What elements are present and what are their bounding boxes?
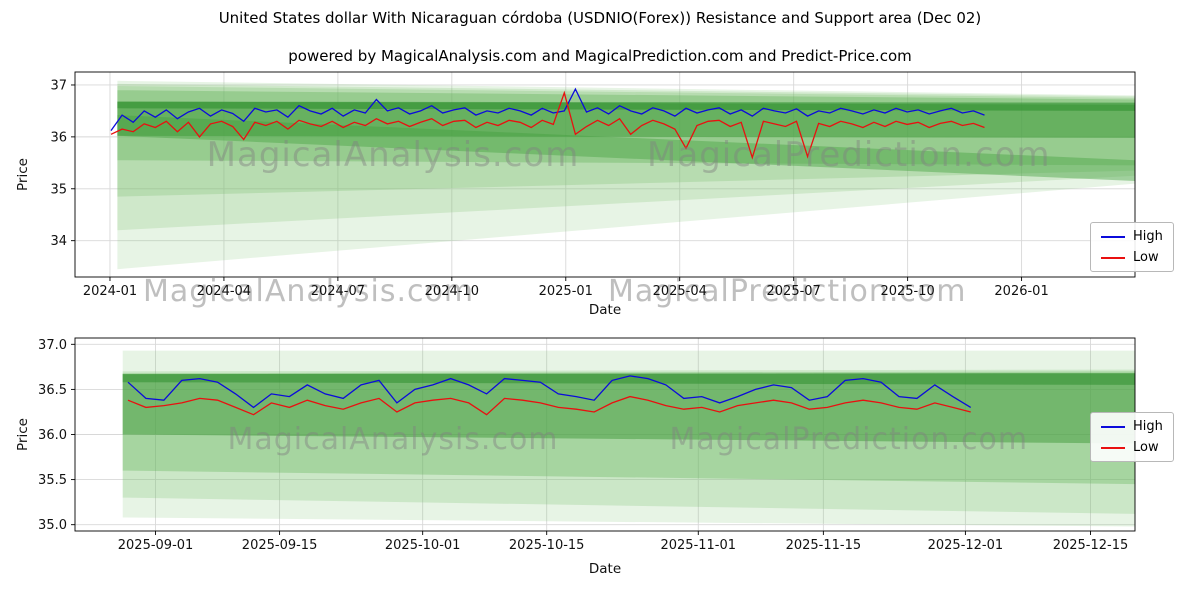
low-line	[110, 90, 985, 160]
watermark-analysis: MagicalAnalysis.com	[143, 274, 475, 309]
svg-text:2025-11-15: 2025-11-15	[786, 538, 862, 553]
legend-item-high: High	[1101, 419, 1163, 434]
svg-text:2026-01: 2026-01	[994, 284, 1048, 299]
low-line-swatch	[1101, 256, 1125, 259]
svg-text:2025-12-01: 2025-12-01	[928, 538, 1004, 553]
svg-text:2024-07: 2024-07	[311, 284, 365, 299]
svg-text:35: 35	[50, 182, 67, 197]
svg-text:35.0: 35.0	[38, 518, 67, 533]
svg-text:36: 36	[50, 130, 67, 145]
svg-text:34: 34	[50, 234, 67, 249]
legend-item-high: High	[1101, 229, 1163, 244]
low-line-swatch	[1101, 446, 1125, 449]
chart-title: United States dollar With Nicaraguan cór…	[218, 9, 982, 27]
high-line-swatch	[1101, 425, 1125, 428]
low-line	[127, 395, 971, 416]
svg-text:35.5: 35.5	[38, 473, 67, 488]
svg-text:36.0: 36.0	[38, 428, 67, 443]
price-lines	[110, 87, 985, 160]
chart-watermark: MagicalAnalysis.com	[207, 135, 580, 175]
svg-text:36.5: 36.5	[38, 383, 67, 398]
watermark-prediction: MagicalPrediction.com	[608, 274, 967, 309]
chart-subtitle: powered by MagicalAnalysis.com and Magic…	[288, 47, 912, 65]
svg-text:2025-10: 2025-10	[880, 284, 934, 299]
chart-watermark: MagicalPrediction.com	[647, 135, 1051, 175]
svg-text:2025-09-01: 2025-09-01	[118, 538, 194, 553]
svg-text:2025-10-15: 2025-10-15	[509, 538, 585, 553]
high-line	[127, 375, 972, 409]
svg-text:2024-04: 2024-04	[197, 284, 251, 299]
tick-labels: 2024-01 2024-04 2024-07 2024-10 2025-01 2025-…	[50, 78, 1048, 299]
chart-watermark: MagicalAnalysis.com	[227, 422, 558, 457]
legend-zoom-chart: High Low	[1090, 412, 1174, 462]
legend-item-low: Low	[1101, 250, 1163, 265]
svg-text:2025-04: 2025-04	[653, 284, 707, 299]
svg-text:2024-10: 2024-10	[425, 284, 479, 299]
legend-item-low: Low	[1101, 440, 1163, 455]
svg-text:2025-07: 2025-07	[767, 284, 821, 299]
svg-text:2025-01: 2025-01	[539, 284, 593, 299]
legend-high-label: High	[1133, 229, 1163, 244]
legend-low-label: Low	[1133, 440, 1159, 455]
svg-text:2025-12-15: 2025-12-15	[1053, 538, 1129, 553]
svg-text:37: 37	[50, 78, 67, 93]
chart-watermark: MagicalPrediction.com	[670, 422, 1029, 457]
legend-high-label: High	[1133, 419, 1163, 434]
svg-text:2025-11-01: 2025-11-01	[660, 538, 736, 553]
svg-text:2024-01: 2024-01	[83, 284, 137, 299]
svg-text:37.0: 37.0	[38, 338, 67, 353]
legend-main-chart: High Low	[1090, 222, 1174, 272]
y-axis-label: Price	[15, 158, 31, 191]
x-axis-label: Date	[589, 302, 621, 318]
high-line	[110, 87, 985, 131]
plot-border	[74, 71, 1136, 278]
high-line-swatch	[1101, 235, 1125, 238]
y-axis-label: Price	[15, 418, 31, 451]
support-resistance-bands	[117, 80, 1135, 270]
tick-labels: 2025-09-01 2025-09-15 2025-10-01 2025-10-15…	[38, 338, 1128, 553]
svg-text:2025-10-01: 2025-10-01	[385, 538, 461, 553]
price-lines	[127, 375, 972, 416]
legend-low-label: Low	[1133, 250, 1159, 265]
svg-text:2025-09-15: 2025-09-15	[242, 538, 318, 553]
x-axis-label: Date	[589, 561, 621, 577]
